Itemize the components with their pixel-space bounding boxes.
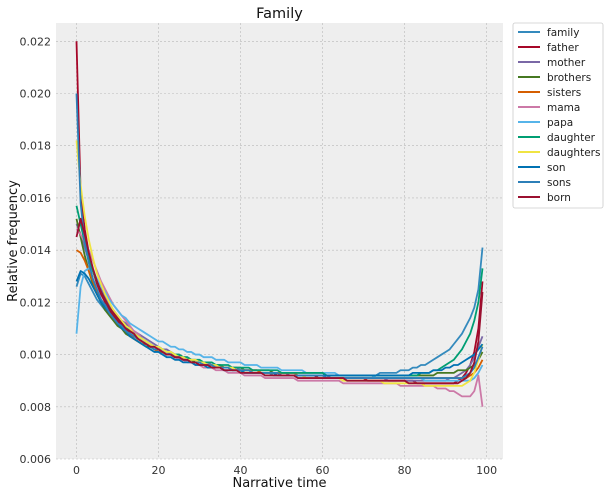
y-tick-label: 0.012 — [20, 296, 52, 309]
legend-label: daughter — [547, 132, 596, 144]
legend-item: sisters — [518, 87, 581, 99]
legend-item: papa — [518, 117, 573, 129]
y-tick-label: 0.018 — [20, 140, 52, 153]
series-lines — [75, 41, 484, 407]
legend-label: sons — [547, 177, 571, 189]
x-tick-label: 0 — [73, 464, 80, 477]
legend-item: son — [518, 162, 566, 174]
legend-label: mother — [547, 57, 586, 69]
x-tick-label: 40 — [234, 464, 248, 477]
x-axis-label: Narrative time — [232, 476, 326, 491]
y-tick-label: 0.008 — [20, 401, 52, 414]
legend-item: mama — [518, 102, 580, 114]
legend-item: brothers — [518, 72, 591, 84]
legend-label: papa — [547, 117, 573, 129]
legend-item: father — [518, 42, 579, 54]
legend-label: born — [547, 192, 571, 204]
plot-background — [56, 23, 503, 459]
legend-label: father — [547, 42, 579, 54]
y-tick-labels: 0.006 0.008 0.010 0.012 0.014 0.016 0.018 0.020… — [20, 35, 52, 466]
y-tick-label: 0.010 — [20, 349, 52, 362]
legend-box — [512, 22, 604, 209]
legend-item: daughters — [518, 147, 600, 159]
legend-label: son — [547, 162, 566, 174]
y-tick-label: 0.016 — [20, 192, 52, 205]
y-tick-label: 0.022 — [20, 35, 52, 48]
y-tick-label: 0.020 — [20, 87, 52, 100]
legend-label: daughters — [547, 147, 600, 159]
x-tick-label: 20 — [152, 464, 166, 477]
x-tick-labels: 0 20 40 60 80 100 — [73, 464, 497, 477]
legend-label: family — [547, 27, 579, 39]
legend: family father mother brothers sisters mama pap… — [512, 22, 604, 209]
legend-label: mama — [547, 102, 580, 114]
x-tick-label: 60 — [316, 464, 330, 477]
chart-title: Family — [256, 6, 303, 22]
legend-item: sons — [518, 177, 571, 189]
y-tick-label: 0.006 — [20, 453, 52, 466]
legend-item: daughter — [518, 132, 596, 144]
legend-label: sisters — [547, 87, 581, 99]
legend-item: mother — [518, 57, 586, 69]
gridlines — [56, 23, 503, 460]
legend-label: brothers — [547, 72, 591, 84]
legend-item: born — [518, 192, 571, 204]
legend-item: family — [518, 27, 579, 39]
y-tick-label: 0.014 — [20, 244, 52, 257]
legend-items: family father mother brothers sisters mama pap… — [518, 27, 600, 204]
x-tick-label: 80 — [398, 464, 412, 477]
x-tick-label: 100 — [476, 464, 497, 477]
series-line-born — [75, 217, 484, 385]
y-axis-label: Relative frequency — [6, 180, 21, 302]
